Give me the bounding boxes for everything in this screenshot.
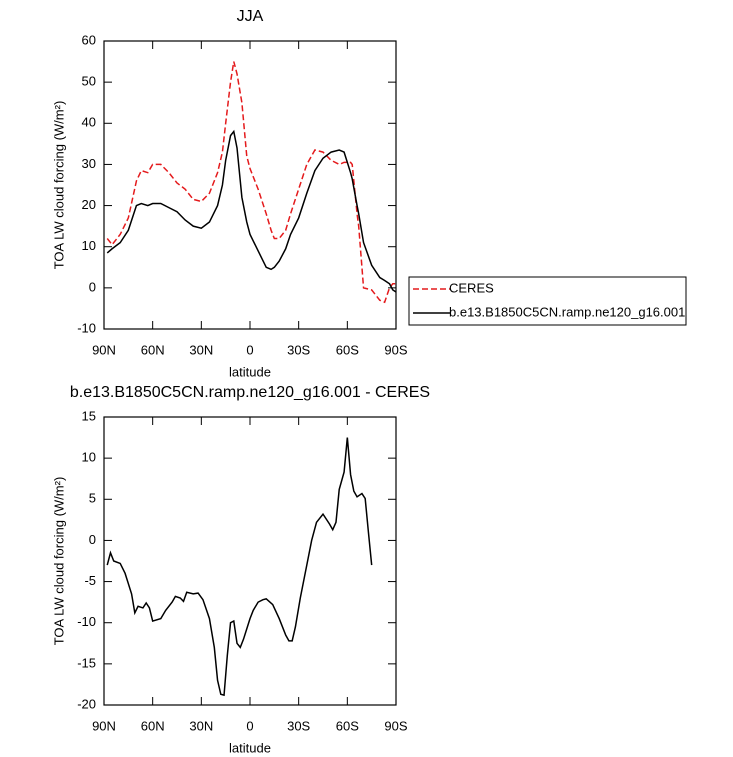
y-tick-label: 60 xyxy=(82,32,96,47)
x-tick-label: 60S xyxy=(336,342,359,357)
legend-label: b.e13.B1850C5CN.ramp.ne120_g16.001 xyxy=(449,304,685,319)
x-tick-label: 30N xyxy=(189,342,213,357)
legend-box xyxy=(408,276,687,326)
y-tick-label: 5 xyxy=(89,491,96,506)
x-tick-label: 0 xyxy=(246,342,253,357)
y-tick-label: 15 xyxy=(82,408,96,423)
data-line xyxy=(106,129,397,293)
x-tick-label: 30S xyxy=(287,718,310,733)
x-axis-label: latitude xyxy=(229,364,271,379)
x-tick-label: 90N xyxy=(92,718,116,733)
y-tick-label: 30 xyxy=(82,156,96,171)
x-tick-label: 90S xyxy=(384,342,407,357)
y-axis-label: TOA LW cloud forcing (W/m²) xyxy=(51,477,66,646)
y-tick-label: 0 xyxy=(89,532,96,547)
x-tick-label: 30N xyxy=(189,718,213,733)
x-tick-label: 0 xyxy=(246,718,253,733)
legend-label: CERES xyxy=(449,280,494,295)
y-tick-label: 50 xyxy=(82,74,96,89)
chart-title: JJA xyxy=(237,8,264,25)
x-tick-label: 30S xyxy=(287,342,310,357)
y-tick-label: -5 xyxy=(84,573,96,588)
y-tick-label: -20 xyxy=(77,696,96,711)
x-tick-label: 60N xyxy=(141,342,165,357)
y-tick-label: 10 xyxy=(82,450,96,465)
y-tick-label: 20 xyxy=(82,197,96,212)
x-tick-label: 90S xyxy=(384,718,407,733)
x-tick-label: 90N xyxy=(92,342,116,357)
x-tick-label: 60N xyxy=(141,718,165,733)
y-tick-label: -10 xyxy=(77,614,96,629)
chart-title: b.e13.B1850C5CN.ramp.ne120_g16.001 - CER… xyxy=(70,384,430,401)
y-tick-label: -10 xyxy=(77,320,96,335)
y-tick-label: 0 xyxy=(89,279,96,294)
y-tick-label: 40 xyxy=(82,115,96,130)
x-axis-label: latitude xyxy=(229,740,271,755)
data-line xyxy=(106,61,396,304)
plot-frame xyxy=(103,416,397,706)
y-tick-label: -15 xyxy=(77,655,96,670)
x-tick-label: 60S xyxy=(336,718,359,733)
y-axis-label: TOA LW cloud forcing (W/m²) xyxy=(51,101,66,270)
plot-frame xyxy=(103,40,397,330)
data-line xyxy=(106,437,373,697)
y-tick-label: 10 xyxy=(82,238,96,253)
